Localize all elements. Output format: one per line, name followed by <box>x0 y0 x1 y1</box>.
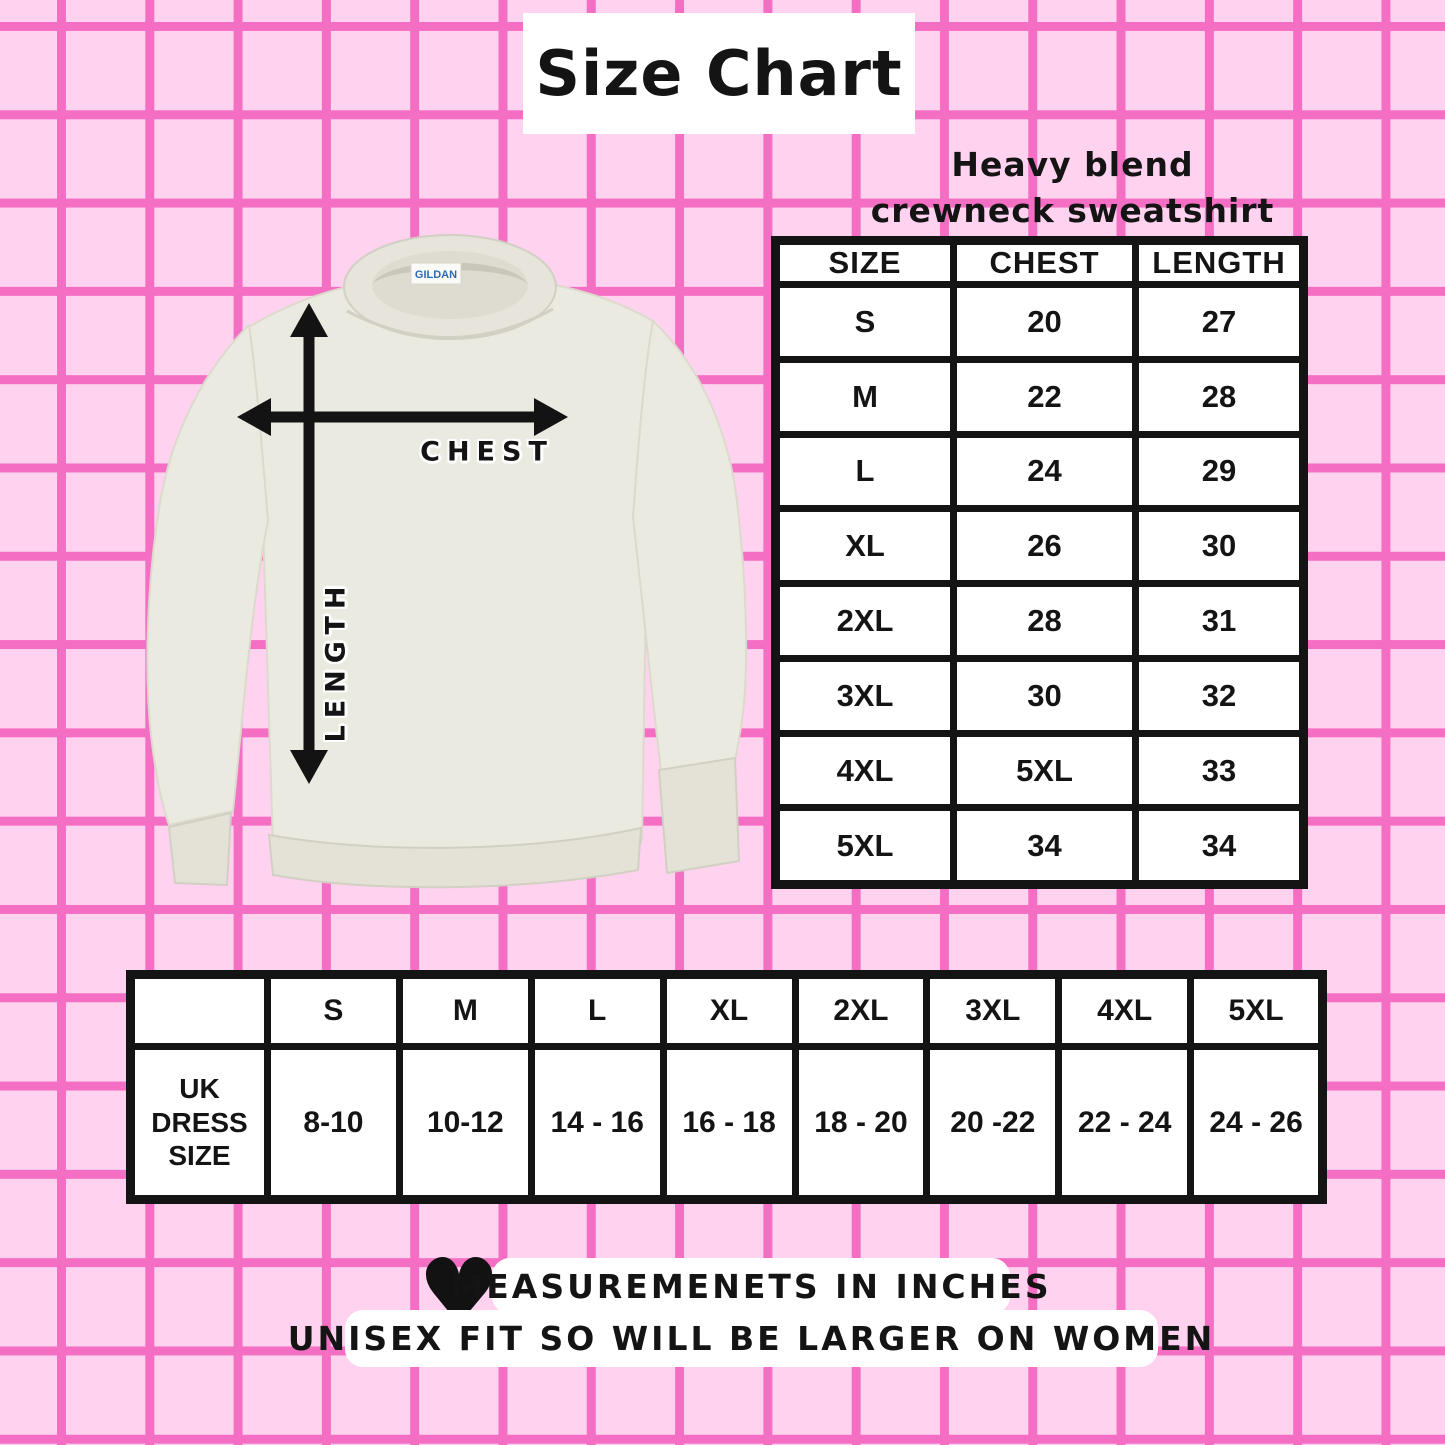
table-cell: LENGTH <box>1132 237 1307 288</box>
table-row: L 24 29 <box>772 430 1307 513</box>
table-cell: 16 - 18 <box>659 1043 799 1203</box>
sweatshirt-right-sleeve <box>631 318 748 773</box>
table-cell: 34 <box>1132 804 1307 888</box>
table-cell: 30 <box>1132 505 1307 588</box>
brand-tag <box>410 262 462 285</box>
table-cell: 4XL <box>772 729 957 812</box>
length-label: LENGTH <box>320 579 352 743</box>
sweatshirt-left-cuff <box>168 812 232 886</box>
title-box: Size Chart <box>523 13 915 134</box>
table-cell: 34 <box>950 804 1139 888</box>
table-cell: 3XL <box>923 971 1063 1050</box>
size-table: SIZE CHEST LENGTH S 20 27 M 22 28 L 24 29 XL 26 30 2XL… <box>771 236 1308 889</box>
subtitle-line-2: crewneck sweatshirt <box>870 190 1275 230</box>
chest-arrow <box>237 398 568 436</box>
table-cell: 30 <box>950 654 1139 737</box>
table-cell: L <box>527 971 667 1050</box>
table-cell: 28 <box>1132 355 1307 438</box>
table-cell: L <box>772 430 957 513</box>
table-row: 4XL 5XL 33 <box>772 729 1307 812</box>
footnote-measurements: MEASUREMENETS IN INCHES <box>450 1258 1049 1314</box>
table-cell: 2XL <box>791 971 931 1050</box>
sweatshirt-right-cuff <box>658 757 740 874</box>
table-cell: S <box>772 281 957 363</box>
table-cell: S <box>264 971 403 1050</box>
table-row: UK DRESS SIZE 8-10 10-12 14 - 16 16 - 18 18 - … <box>127 1043 1326 1203</box>
sweatshirt-waistband <box>267 826 643 889</box>
product-subtitle: Heavy blend crewneck sweatshirt <box>845 142 1300 233</box>
table-cell: 22 <box>950 355 1139 438</box>
table-cell: 32 <box>1132 654 1307 737</box>
table-row: XL 26 30 <box>772 505 1307 588</box>
table-cell: 8-10 <box>264 1043 403 1203</box>
table-cell: XL <box>772 505 957 588</box>
table-cell: M <box>395 971 535 1050</box>
length-arrow <box>290 303 328 784</box>
chest-label: CHEST <box>420 436 554 468</box>
table-row: 3XL 30 32 <box>772 654 1307 737</box>
table-row: M 22 28 <box>772 355 1307 438</box>
table-header-row: S M L XL 2XL 3XL 4XL 5XL <box>127 971 1326 1050</box>
table-cell: DRESS <box>151 1106 248 1138</box>
table-cell: SIZE <box>168 1140 231 1172</box>
sweatshirt-illustration: GILDAN <box>146 234 748 889</box>
table-cell: 2XL <box>772 580 957 662</box>
subtitle-line-1: Heavy blend <box>951 145 1194 184</box>
table-cell: 27 <box>1132 281 1307 363</box>
collar-seam <box>346 307 554 339</box>
table-cell: 33 <box>1132 729 1307 812</box>
table-cell: 26 <box>950 505 1139 588</box>
table-cell: 24 <box>950 430 1139 513</box>
table-cell: 22 - 24 <box>1055 1043 1195 1203</box>
table-cell: 29 <box>1132 430 1307 513</box>
table-cell: 14 - 16 <box>527 1043 667 1203</box>
table-cell: 20 -22 <box>923 1043 1063 1203</box>
table-header-row: SIZE CHEST LENGTH <box>772 237 1307 288</box>
size-table-container: SIZE CHEST LENGTH S 20 27 M 22 28 L 24 29 XL 26 30 2XL… <box>771 236 1308 889</box>
table-cell: XL <box>659 971 799 1050</box>
table-cell: 24 - 26 <box>1187 1043 1326 1203</box>
table-cell: 20 <box>950 281 1139 363</box>
footnote-line-2: UNISEX FIT SO WILL BE LARGER ON WOMEN <box>287 1319 1216 1358</box>
table-cell: 4XL <box>1055 971 1195 1050</box>
table-cell: CHEST <box>950 237 1139 288</box>
table-cell: 5XL <box>1187 971 1326 1050</box>
table-cell: 3XL <box>772 654 957 737</box>
table-cell: UK <box>179 1073 220 1105</box>
brand-tag-text: GILDAN <box>415 269 457 281</box>
table-cell: SIZE <box>772 237 957 288</box>
uk-size-table: S M L XL 2XL 3XL 4XL 5XL UK DRESS SIZE 8-10 10-12 1… <box>126 970 1327 1204</box>
sweatshirt-diagram: GILDAN CHEST LENGTH <box>85 225 755 925</box>
table-cell: 5XL <box>950 729 1139 812</box>
sweatshirt-left-sleeve <box>146 322 270 827</box>
table-cell: 31 <box>1132 580 1307 662</box>
uk-size-table-container: S M L XL 2XL 3XL 4XL 5XL UK DRESS SIZE 8-10 10-12 1… <box>126 970 1327 1204</box>
table-row: 5XL 34 34 <box>772 804 1307 888</box>
table-cell: 18 - 20 <box>791 1043 931 1203</box>
footnote-line-1: MEASUREMENETS IN INCHES <box>450 1266 1052 1306</box>
table-cell: 10-12 <box>395 1043 535 1203</box>
table-row: 2XL 28 31 <box>772 580 1307 662</box>
footnote-unisex-fit: UNISEX FIT SO WILL BE LARGER ON WOMEN <box>288 1310 1212 1367</box>
table-cell: 28 <box>950 580 1139 662</box>
collar-opening <box>372 251 528 319</box>
corner-cell <box>127 971 271 1050</box>
table-row: S 20 27 <box>772 281 1307 363</box>
page-title: Size Chart <box>535 37 903 110</box>
row-header: UK DRESS SIZE <box>127 1043 271 1203</box>
table-cell: 5XL <box>772 804 957 888</box>
table-cell: M <box>772 355 957 438</box>
